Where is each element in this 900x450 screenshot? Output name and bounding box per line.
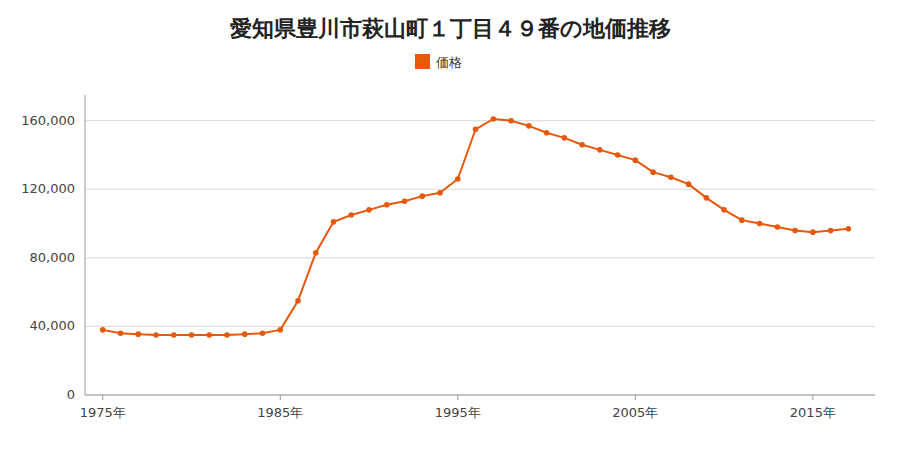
page: {"chart_data": { "type": "line", "title"… <box>0 0 900 450</box>
chart-container: 愛知県豊川市萩山町１丁目４９番の地価推移 0 40,000 80,000 120,000… <box>0 0 900 450</box>
x-ticks: 1975年 1985年 1995年 2005年 2015年 <box>80 395 836 420</box>
series-point <box>757 221 763 227</box>
series-point <box>686 181 692 187</box>
plot-area <box>100 116 851 338</box>
series-point <box>135 331 141 337</box>
series-point <box>544 130 550 136</box>
series-point <box>171 332 177 338</box>
series-point <box>650 169 656 175</box>
series-point <box>313 250 319 256</box>
series-point <box>295 298 301 304</box>
series-point <box>792 228 798 234</box>
x-tick-label: 1975年 <box>80 405 126 420</box>
series-point <box>615 152 621 158</box>
series-point <box>206 332 212 338</box>
series-point <box>224 332 230 338</box>
y-grid <box>85 121 875 395</box>
series-point <box>455 176 461 182</box>
series-point <box>508 118 514 124</box>
series-point <box>384 202 390 208</box>
grid-line <box>85 257 875 258</box>
x-tick <box>102 395 103 400</box>
x-tick <box>457 395 458 400</box>
series-point <box>277 327 283 333</box>
chart-title: 愛知県豊川市萩山町１丁目４９番の地価推移 <box>230 16 671 41</box>
x-tick-label: 2005年 <box>612 405 658 420</box>
grid-line <box>85 189 875 190</box>
x-tick <box>812 395 813 400</box>
y-tick-label: 160,000 <box>21 113 75 128</box>
x-tick-label: 1995年 <box>435 405 481 420</box>
grid-line <box>85 120 875 121</box>
series-point <box>348 212 354 218</box>
series-point <box>420 193 426 199</box>
y-tick-label: 120,000 <box>21 181 75 196</box>
x-axis-line <box>85 395 875 396</box>
series-point <box>721 207 727 213</box>
x-tick-label: 1985年 <box>257 405 303 420</box>
series-point <box>402 198 408 204</box>
series-point <box>597 147 603 153</box>
y-axis-line <box>85 95 86 395</box>
series-point <box>118 330 124 336</box>
series-point <box>153 332 159 338</box>
x-tick <box>280 395 281 400</box>
series-point <box>633 157 639 163</box>
series-point <box>704 195 710 201</box>
series-point <box>668 174 674 180</box>
x-tick <box>635 395 636 400</box>
grid-line <box>85 395 875 396</box>
series-point <box>775 224 781 230</box>
series-line <box>103 119 849 335</box>
series-point <box>366 207 372 213</box>
series-point <box>579 142 585 148</box>
legend-label: 価格 <box>436 55 462 70</box>
series-point <box>526 123 532 129</box>
series-point <box>810 229 816 235</box>
series-point <box>189 332 195 338</box>
series-point <box>491 116 497 122</box>
y-tick-label: 40,000 <box>30 318 76 333</box>
series-point <box>331 219 337 225</box>
series-point <box>828 228 834 234</box>
chart-svg: 愛知県豊川市萩山町１丁目４９番の地価推移 0 40,000 80,000 120,000… <box>0 0 900 450</box>
series-point <box>437 190 443 196</box>
series-point <box>260 330 266 336</box>
x-tick-label: 2015年 <box>790 405 836 420</box>
series-point <box>100 327 106 333</box>
series-point <box>473 126 479 132</box>
series-point <box>846 226 852 232</box>
y-tick-label: 80,000 <box>30 250 76 265</box>
series-point <box>242 331 248 337</box>
legend-swatch <box>415 54 430 69</box>
y-tick-labels: 0 40,000 80,000 120,000 160,000 <box>21 113 75 402</box>
series-point <box>562 135 568 141</box>
legend: 価格 <box>415 54 462 70</box>
y-tick-label: 0 <box>67 387 75 402</box>
series-point <box>739 217 745 223</box>
grid-line <box>85 326 875 327</box>
